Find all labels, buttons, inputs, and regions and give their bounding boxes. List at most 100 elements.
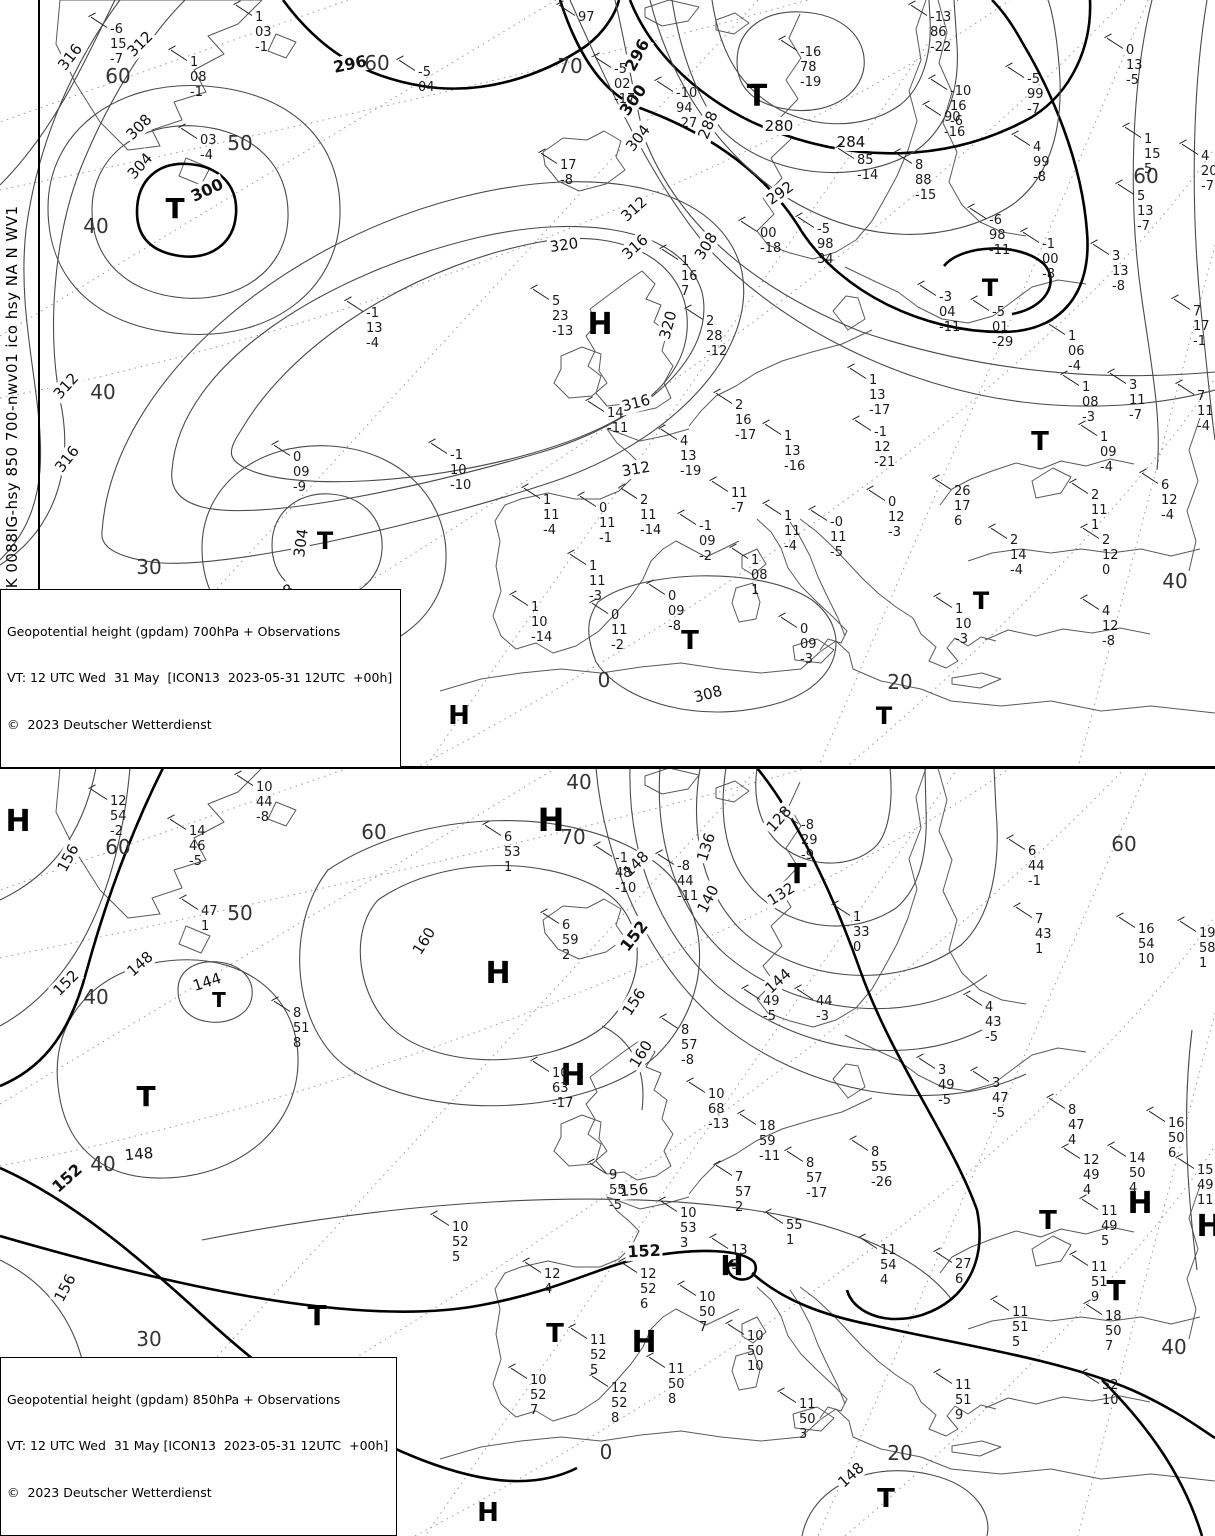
wind-barb-icon [661, 1017, 679, 1029]
station-value: 8 [293, 1006, 302, 1021]
wind-barb-icon [648, 1356, 666, 1368]
station-value: 11 [1129, 393, 1146, 408]
station-value: 10 [699, 1290, 716, 1305]
station-plot: 15 49 11 [1177, 1157, 1214, 1208]
wind-barb-icon [1062, 374, 1080, 386]
station-value: -1 [1028, 874, 1041, 889]
wind-barb-icon [1085, 1303, 1103, 1315]
station-plot: -5 02 -17 [594, 56, 635, 107]
station-value: -13 [552, 324, 574, 339]
station-value: 8 [1068, 1103, 1077, 1118]
station-value: 44 [816, 994, 833, 1009]
station-value: 1 [531, 600, 540, 615]
station-value: 85 [857, 153, 874, 168]
wind-barb-icon [595, 845, 613, 857]
station-value: -7 [731, 501, 744, 516]
station-value: -13 [708, 1117, 730, 1132]
station-plot: 0 13 -5 [1106, 37, 1143, 88]
graticule-label: 60 [1133, 164, 1159, 188]
station-value: 51 [1012, 1320, 1029, 1335]
contour-label: 304 [620, 119, 656, 157]
pressure-low-marker: T [1031, 427, 1049, 457]
contour-label: 152 [48, 965, 84, 1001]
station-plot: 03 -4 [180, 127, 217, 163]
wind-barb-icon [797, 216, 815, 228]
station-value: 57 [806, 1171, 823, 1186]
station-value: 1 [1199, 956, 1208, 971]
station-value: 06 [1068, 344, 1085, 359]
station-plot: 6 12 -4 [1141, 472, 1178, 523]
station-value: 4 [680, 434, 689, 449]
graticule-label: 40 [83, 985, 109, 1009]
station-plot: 1 08 -3 [1062, 374, 1099, 425]
station-value: 16 [681, 269, 698, 284]
station-value: -4 [366, 336, 379, 351]
station-value: -21 [874, 455, 896, 470]
wind-barb-icon [620, 487, 638, 499]
station-value: 53 [504, 845, 521, 860]
station-value: -2 [110, 824, 123, 839]
station-plot: 1 16 7 [661, 248, 698, 299]
station-value: 28 [706, 329, 723, 344]
wind-barb-icon [660, 428, 678, 440]
station-value: -19 [800, 75, 822, 90]
station-value: 6 [955, 1272, 964, 1287]
station-plot: 18 59 -11 [739, 1113, 780, 1164]
station-value: 5 [1137, 189, 1146, 204]
station-value: 8 [806, 1156, 815, 1171]
contour-label: 152 [46, 1158, 88, 1198]
station-value: 16 [1168, 1116, 1185, 1131]
station-value: 8 [611, 1411, 620, 1426]
wind-barb-icon [235, 4, 253, 16]
station-value: 13 [366, 321, 383, 336]
station-value: 55 [786, 1218, 803, 1233]
station-plot: 2 28 -12 [686, 308, 727, 359]
station-value: 11 [784, 524, 801, 539]
station-value: 6 [1168, 1146, 1177, 1161]
station-value: 03 [255, 25, 272, 40]
station-value: 11 [1101, 1204, 1118, 1219]
station-value: 1 [681, 254, 690, 269]
station-value: 6 [1161, 478, 1170, 493]
station-plot: 0 11 -2 [591, 602, 628, 653]
pressure-low-marker: T [875, 702, 893, 730]
wind-barb-icon [594, 56, 612, 68]
station-plot: 3 13 -8 [1092, 243, 1129, 294]
station-value: 12 [888, 510, 905, 525]
wind-barb-icon [90, 788, 108, 800]
station-value: 10 [531, 615, 548, 630]
station-value: 15 [110, 37, 127, 52]
station-value: 0 [611, 608, 620, 623]
pressure-low-marker: T [1039, 1206, 1057, 1236]
panel-separator-line [0, 766, 1215, 769]
wind-barb-icon [591, 602, 609, 614]
station-value: 12 [611, 1381, 628, 1396]
contour-label: 320 [546, 233, 582, 257]
station-plot: 1 10 -3 [935, 596, 972, 647]
wind-barb-icon [780, 39, 798, 51]
station-value: -5 [1126, 73, 1139, 88]
station-value: 10 [1102, 1393, 1119, 1408]
station-value: 08 [1082, 395, 1099, 410]
wind-barb-icon [620, 1261, 638, 1273]
station-value: -8 [668, 619, 681, 634]
station-plot: 8 88 -15 [895, 152, 936, 203]
wind-barb-icon [569, 553, 587, 565]
station-value: 58 [1199, 941, 1215, 956]
wind-barb-icon [727, 1323, 745, 1335]
contour-label: 312 [615, 191, 653, 227]
station-value: 8 [915, 158, 924, 173]
station-value: 12 [640, 1267, 657, 1282]
station-plot: 8 47 4 [1048, 1097, 1085, 1148]
wind-barb-icon [1081, 1198, 1099, 1210]
station-value: 78 [800, 60, 817, 75]
station-plot: 3 47 -5 [972, 1070, 1009, 1121]
station-value: -3 [955, 632, 968, 647]
station-value: 13 [869, 388, 886, 403]
wind-barb-icon [918, 1057, 936, 1069]
wind-barb-icon [579, 495, 597, 507]
station-value: 12 [1102, 548, 1119, 563]
station-value: 04 [418, 80, 435, 95]
station-value: 10 [955, 617, 972, 632]
